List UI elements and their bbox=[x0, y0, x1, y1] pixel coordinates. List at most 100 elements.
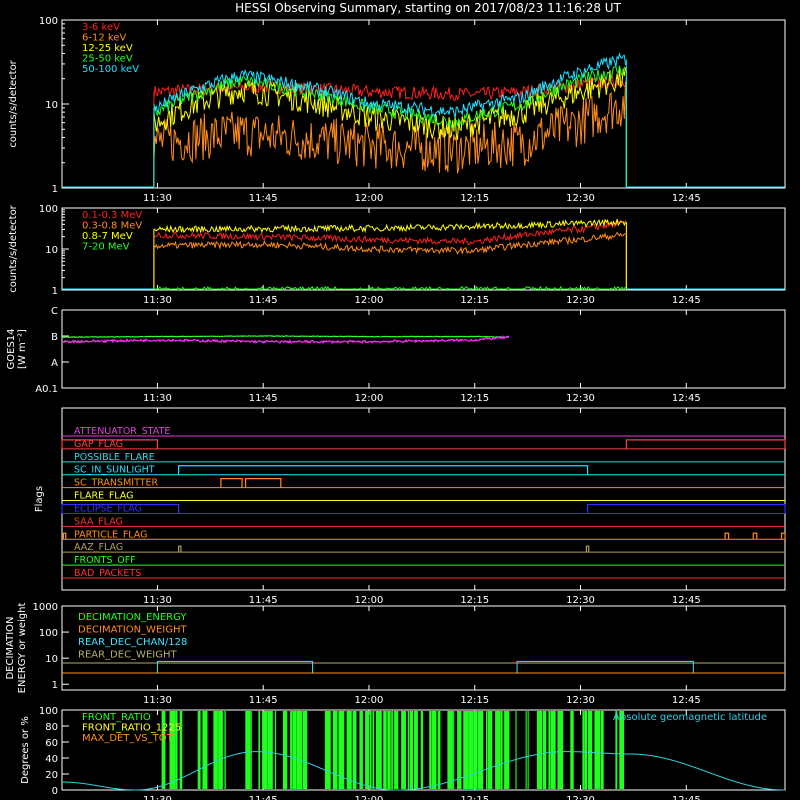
flag-1: GAP_FLAG bbox=[61, 439, 786, 450]
y-tick-label: B bbox=[51, 332, 58, 343]
time-tick-label: 12:15 bbox=[460, 695, 489, 706]
flag-label: SC_TRANSMITTER bbox=[74, 478, 159, 489]
front-ratio-bar bbox=[473, 711, 478, 789]
front-ratio-bar bbox=[584, 711, 587, 789]
front-ratio-bar bbox=[536, 711, 543, 789]
series-line bbox=[153, 67, 626, 140]
rear-dec-chan-block bbox=[516, 660, 694, 673]
flag-label: SC_IN_SUNLIGHT bbox=[74, 465, 155, 476]
legend-entry: DECIMATION_ENERGY bbox=[78, 612, 187, 623]
flag-segment bbox=[244, 478, 282, 488]
time-tick-label: 12:45 bbox=[672, 295, 701, 306]
legend-entry: 0.1-0.3 MeV bbox=[82, 210, 142, 221]
front-ratio-bar bbox=[290, 711, 293, 789]
series-line bbox=[153, 218, 626, 234]
front-ratio-bar bbox=[224, 711, 226, 789]
front-ratio-bar bbox=[542, 711, 547, 789]
flag-label: SAA_FLAG bbox=[74, 516, 123, 527]
panel-frame bbox=[61, 407, 786, 591]
flag-9: AAZ_FLAG bbox=[62, 542, 785, 553]
time-tick-label: 12:00 bbox=[355, 795, 384, 800]
chart-title: HESSI Observing Summary, starting on 201… bbox=[235, 1, 621, 15]
front-ratio-bar bbox=[477, 711, 484, 789]
time-tick-label: 11:30 bbox=[143, 595, 172, 606]
front-ratio-bar bbox=[429, 711, 432, 789]
front-ratio-bar bbox=[587, 711, 593, 789]
front-ratio-bar bbox=[525, 711, 527, 789]
flag-segment bbox=[724, 532, 730, 540]
legend-entry: REAR_DEC_CHAN/128 bbox=[78, 637, 187, 648]
flag-segment bbox=[62, 532, 67, 540]
front-ratio-bar bbox=[332, 711, 338, 789]
front-ratio-bar bbox=[274, 711, 277, 789]
panel-frame bbox=[61, 709, 786, 791]
y-tick-label: 1 bbox=[52, 680, 58, 691]
legend-entry: REAR_DEC_WEIGHT bbox=[78, 650, 177, 661]
front-ratio-bar bbox=[169, 711, 176, 789]
flag-segment bbox=[586, 503, 786, 514]
series-line bbox=[153, 285, 626, 291]
front-ratio-bar bbox=[262, 711, 268, 789]
front-ratio-bar bbox=[352, 711, 357, 789]
series-line bbox=[153, 51, 626, 118]
goes-series-0 bbox=[61, 335, 510, 339]
front-ratio-bar bbox=[594, 711, 600, 789]
y-tick-label: 40 bbox=[45, 754, 58, 765]
front-ratio-bar bbox=[437, 711, 441, 789]
time-tick-label: 11:45 bbox=[249, 193, 278, 204]
front-ratio-bar bbox=[600, 711, 604, 789]
time-tick-label: 11:45 bbox=[249, 295, 278, 306]
time-tick-label: 12:15 bbox=[460, 393, 489, 404]
annotation-label: Absolute geomagnetic latitude bbox=[613, 712, 767, 723]
front-ratio-bar bbox=[245, 711, 251, 789]
front-ratio-bar bbox=[527, 711, 529, 789]
time-tick-label: 12:30 bbox=[566, 193, 595, 204]
y-tick-label: 100 bbox=[39, 16, 58, 27]
y-axis-label: Degrees or % bbox=[20, 716, 31, 784]
front-ratio-bar bbox=[453, 711, 455, 789]
time-tick-label: 12:30 bbox=[566, 595, 595, 606]
front-ratio-bar bbox=[267, 711, 273, 789]
series-line bbox=[153, 231, 626, 255]
front-ratio-bar bbox=[175, 711, 178, 789]
panel-4: 11:30 11:45 12:00 12:15 12:30 12:45 Flags ATTEN… bbox=[34, 407, 786, 606]
series-line bbox=[153, 219, 626, 246]
time-tick-label: 12:15 bbox=[460, 295, 489, 306]
legend-entry: DECIMATION_WEIGHT bbox=[78, 625, 187, 636]
y-tick-label: A bbox=[51, 358, 58, 369]
flag-7: SAA_FLAG bbox=[62, 516, 785, 527]
panel-5: 11:30 11:45 12:00 12:15 12:30 12:45 1 10 100 1000… bbox=[5, 602, 786, 706]
front-ratio-bar bbox=[250, 711, 252, 789]
flag-segment bbox=[625, 439, 786, 449]
front-ratio-bar bbox=[296, 711, 303, 789]
front-ratio-bar bbox=[387, 711, 391, 789]
legend-entry: 25-50 keV bbox=[82, 54, 133, 65]
time-tick-label: 12:15 bbox=[460, 193, 489, 204]
y-tick-label: C bbox=[51, 306, 58, 317]
legend-entry: 3-6 keV bbox=[82, 22, 120, 33]
front-ratio-bar bbox=[615, 711, 618, 789]
y-tick-label: 100 bbox=[39, 628, 58, 639]
front-ratio-bar bbox=[463, 711, 469, 789]
time-tick-label: 12:45 bbox=[672, 795, 701, 800]
legend-entry: 6-12 keV bbox=[82, 33, 126, 44]
time-tick-label: 12:45 bbox=[672, 393, 701, 404]
front-ratio-bar bbox=[202, 711, 208, 789]
time-tick-label: 12:00 bbox=[355, 393, 384, 404]
front-ratio-bar bbox=[365, 711, 370, 789]
y-axis-label: DECIMATION bbox=[5, 616, 16, 679]
flag-2: POSSIBLE_FLARE bbox=[62, 452, 785, 463]
front-ratio-bar bbox=[515, 711, 517, 789]
time-tick-label: 12:45 bbox=[672, 595, 701, 606]
panel-3: 11:30 11:45 12:00 12:15 12:30 12:45 A0.1 A B C GOE… bbox=[6, 306, 786, 404]
legend-entry: FRONT_RATIO_1225 bbox=[82, 723, 181, 734]
flag-label: PARTICLE_FLAG bbox=[74, 529, 147, 540]
goes-series-1 bbox=[61, 335, 510, 345]
flag-segment bbox=[177, 465, 589, 475]
front-ratio-bar bbox=[570, 711, 574, 789]
time-tick-label: 11:30 bbox=[143, 193, 172, 204]
front-ratio-bar bbox=[407, 711, 410, 789]
front-ratio-bar bbox=[303, 711, 308, 789]
flag-label: AAZ_FLAG bbox=[74, 542, 123, 553]
front-ratio-bar bbox=[447, 711, 453, 789]
